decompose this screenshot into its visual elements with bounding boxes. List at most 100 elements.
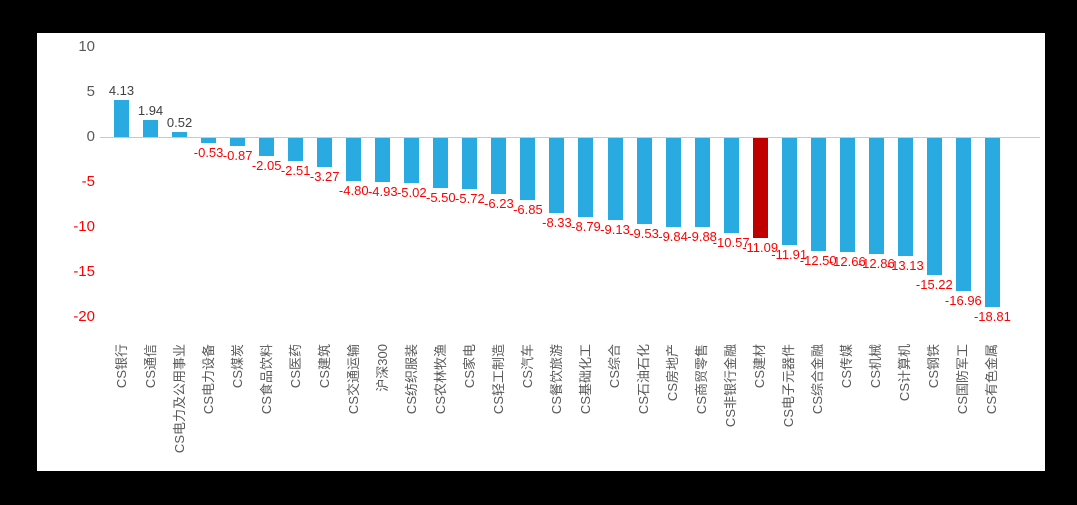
category-label: CS银行: [113, 344, 129, 389]
bar-value-label: -5.02: [396, 185, 427, 201]
bar-value-label: 4.13: [108, 82, 135, 98]
y-tick-label: -15: [73, 263, 95, 280]
bar-value-label: -16.96: [944, 292, 982, 308]
category-label: CS医药: [287, 344, 303, 389]
y-tick-label: -10: [73, 218, 95, 235]
category-label: CS综合: [607, 344, 622, 389]
bar: [201, 138, 217, 143]
bar: [607, 138, 623, 221]
bar-value-label: -2.05: [251, 158, 282, 174]
bar-value-label: -12.86: [857, 255, 895, 271]
bar-value-label: -13.13: [886, 258, 924, 274]
category-label: CS商贸零售: [694, 344, 710, 415]
bar: [752, 138, 768, 238]
y-tick-label: 0: [86, 128, 95, 145]
bar-value-label: -6.85: [513, 201, 543, 217]
category-label: CS非银行金融: [723, 344, 739, 428]
category-label: CS家电: [461, 344, 477, 389]
bar: [781, 138, 797, 246]
category-label: CS纺织服装: [403, 344, 419, 415]
bar-value-label: -9.13: [600, 222, 630, 238]
bar: [433, 138, 449, 188]
bar-value-label: -4.80: [338, 183, 369, 199]
bar: [143, 119, 159, 137]
category-label: CS煤炭: [229, 344, 245, 389]
bar: [172, 132, 188, 137]
category-label: CS有色金属: [984, 344, 1000, 415]
bar-value-label: -6.23: [484, 196, 514, 212]
category-label: CS基础化工: [577, 344, 593, 415]
category-label: CS建筑: [316, 344, 332, 389]
category-label: CS农林牧渔: [432, 344, 448, 415]
bar: [955, 138, 971, 291]
bar: [984, 138, 1000, 308]
bar-value-label: 1.94: [137, 102, 164, 118]
bar-chart-panel: 10 5 0 -5 -10 -15 -20 4.13 1.94 0.52 -0.53 -0.87 -2…: [37, 33, 1045, 471]
category-label: CS轻工制造: [490, 344, 506, 415]
bar-value-label: -0.87: [222, 147, 253, 163]
bar: [114, 99, 129, 137]
bar-value-label: -5.72: [455, 191, 485, 207]
bar-value-label: -12.50: [799, 252, 837, 268]
y-tick-label: 5: [86, 83, 95, 100]
bar-value-label: -9.84: [658, 228, 688, 244]
bar-value-label: -4.93: [367, 184, 398, 200]
category-label: CS建材: [752, 344, 768, 389]
bar-value-label: -10.57: [712, 235, 750, 251]
bar: [317, 138, 333, 168]
category-label: CS电子元器件: [781, 344, 797, 428]
bar-value-label: -9.88: [687, 228, 717, 244]
bar-value-label: -8.79: [571, 219, 601, 235]
bar: [926, 138, 942, 275]
bar-value-label: -15.22: [915, 276, 953, 292]
bar-value-label: -0.53: [193, 144, 224, 160]
bar-value-label: -12.66: [828, 253, 866, 269]
category-label: CS石油石化: [636, 344, 652, 415]
bar-value-label: -11.09: [742, 239, 779, 255]
bar: [462, 138, 478, 190]
bar: [868, 138, 884, 254]
bar-value-label: -3.27: [309, 169, 340, 185]
category-label: CS综合金融: [810, 344, 826, 415]
bar: [288, 138, 304, 161]
bar: [578, 138, 594, 218]
category-label: CS电力及公用事业: [171, 344, 187, 454]
bar: [636, 138, 652, 224]
bar: [665, 138, 681, 227]
bar-value-label: -11.91: [771, 247, 808, 263]
bar: [810, 138, 826, 251]
bar: [491, 138, 507, 195]
category-label: CS汽车: [519, 344, 535, 389]
bar: [375, 138, 391, 183]
category-label: CS钢铁: [926, 344, 942, 389]
bar: [404, 138, 420, 184]
bar-value-label: 0.52: [166, 115, 193, 131]
category-label: CS国防军工: [955, 344, 971, 415]
y-tick-label: -20: [73, 308, 95, 325]
category-label: CS机械: [868, 344, 884, 389]
bar: [897, 138, 913, 257]
category-label: CS计算机: [897, 344, 913, 402]
category-label: CS食品饮料: [258, 344, 274, 415]
category-label: CS通信: [142, 344, 158, 389]
category-label: CS交通运输: [345, 344, 361, 415]
y-tick-label: -5: [81, 173, 95, 190]
bar: [346, 138, 362, 182]
bar: [723, 138, 739, 234]
category-label: 沪深300: [374, 344, 390, 392]
bar: [549, 138, 565, 213]
category-label: CS电力设备: [200, 344, 216, 415]
zero-axis-line: [100, 137, 1040, 138]
bar-value-label: -9.53: [629, 225, 659, 241]
category-label: CS餐饮旅游: [548, 344, 564, 415]
bar: [230, 138, 246, 146]
category-label: CS房地产: [665, 344, 681, 402]
bar-value-label: -2.51: [280, 162, 311, 178]
bar-value-label: -8.33: [542, 214, 572, 230]
bar: [259, 138, 275, 157]
bar: [520, 138, 536, 200]
bar-value-label: -18.81: [973, 309, 1011, 325]
y-tick-label: 10: [78, 38, 95, 55]
category-label: CS传媒: [839, 344, 855, 389]
